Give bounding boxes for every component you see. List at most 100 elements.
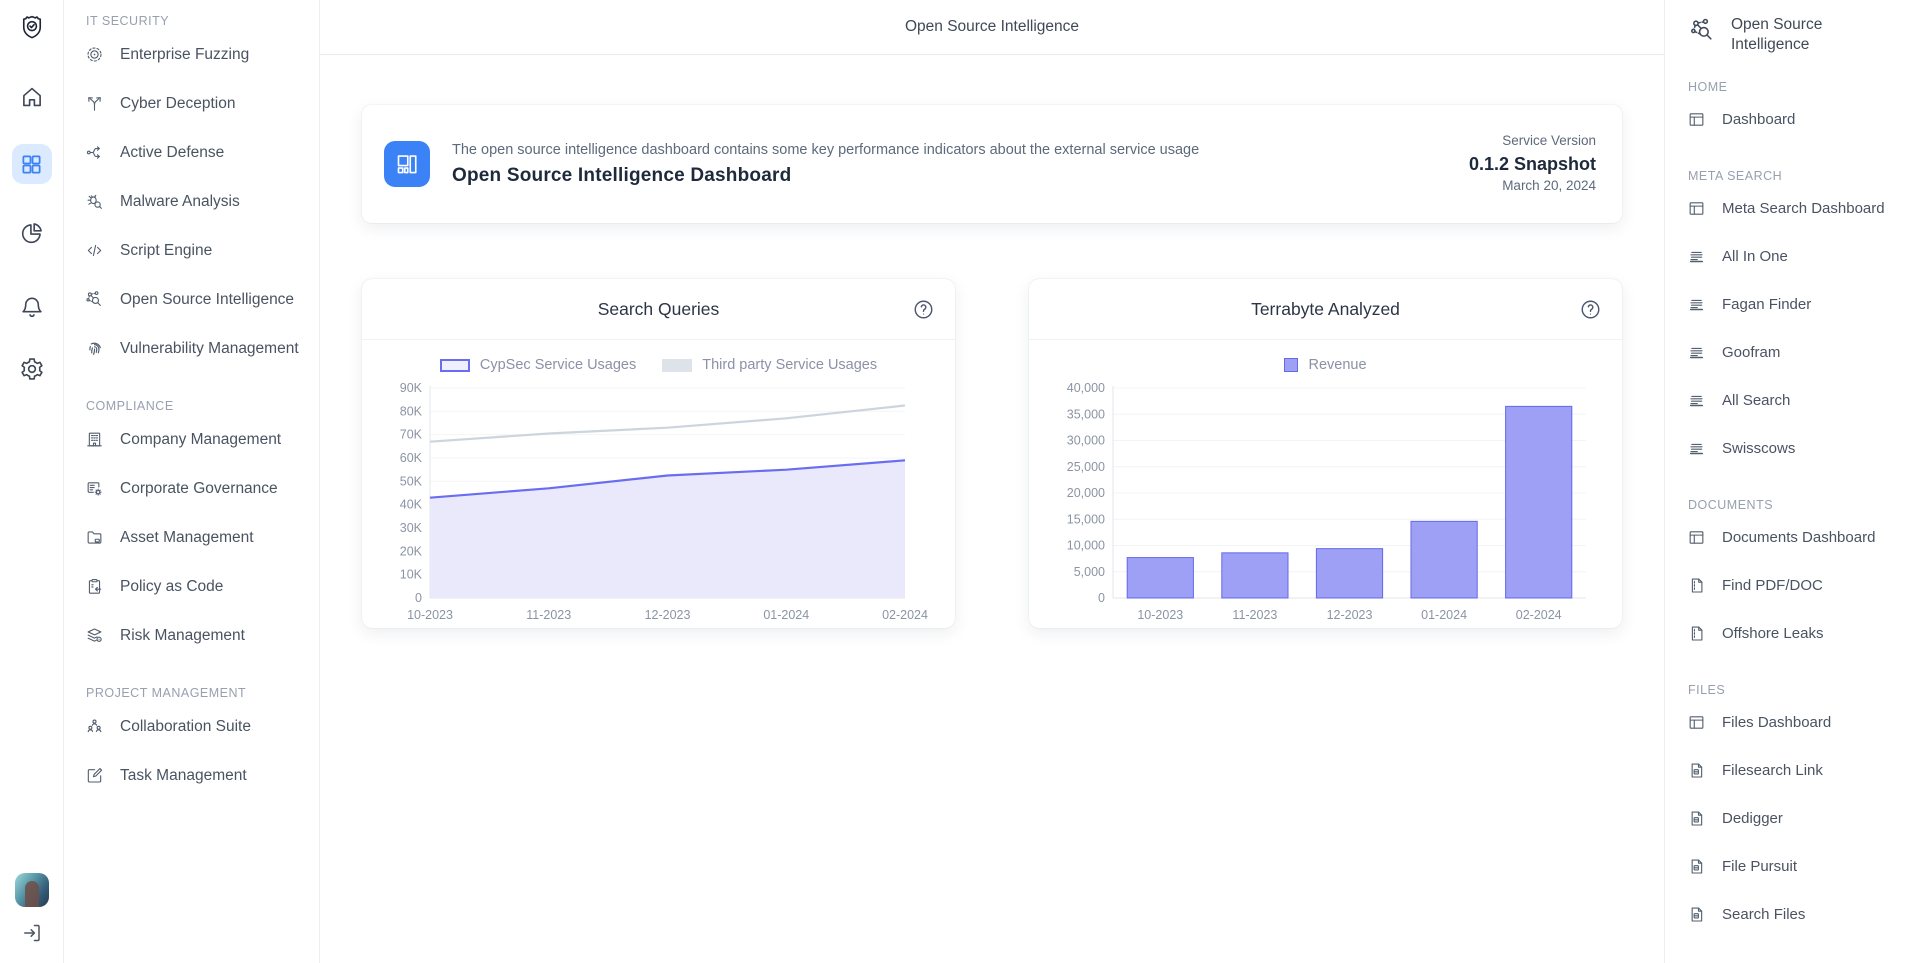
svg-text:80K: 80K	[400, 404, 423, 418]
svg-text:50K: 50K	[400, 474, 423, 488]
home-icon[interactable]	[19, 84, 45, 110]
dashboard-icon	[1687, 199, 1706, 218]
section-label: META SEARCH	[1688, 168, 1783, 183]
svg-text:11-2023: 11-2023	[1232, 608, 1277, 622]
svg-text:02-2024: 02-2024	[1516, 608, 1562, 622]
sidebar-item-open-source-intelligence[interactable]: Open Source Intelligence	[85, 275, 303, 324]
section-label: DOCUMENTS	[1688, 497, 1774, 512]
list-gear-icon	[85, 479, 104, 498]
edit-icon	[85, 766, 104, 785]
sidebar-item-goofram[interactable]: Goofram	[1687, 329, 1908, 377]
search-queries-card: Search Queries CypSec Service Usages Thir…	[362, 279, 955, 628]
help-icon[interactable]	[912, 298, 935, 321]
dashboard-icon	[1687, 713, 1706, 732]
svg-text:12-2023: 12-2023	[645, 608, 691, 622]
sidebar-item-collaboration-suite[interactable]: Collaboration Suite	[85, 702, 303, 751]
sidebar-item-meta-search-dashboard[interactable]: Meta Search Dashboard	[1687, 185, 1908, 233]
sidebar-item-all-search[interactable]: All Search	[1687, 377, 1908, 425]
sidebar-item-label: Offshore Leaks	[1722, 625, 1824, 643]
section-meta-search: META SEARCH Meta Search Dashboard All In O…	[1687, 169, 1908, 473]
svg-text:40,000: 40,000	[1067, 382, 1105, 395]
sidebar-item-search-files[interactable]: Search Files	[1687, 891, 1908, 939]
charts-row: Search Queries CypSec Service Usages Thir…	[362, 279, 1622, 628]
sidebar-item-corporate-governance[interactable]: Corporate Governance	[85, 464, 303, 513]
sidebar-item-enterprise-fuzzing[interactable]: Enterprise Fuzzing	[85, 30, 303, 79]
sidebar-item-label: Corporate Governance	[120, 479, 278, 497]
sidebar-item-company-management[interactable]: Company Management	[85, 415, 303, 464]
sidebar-item-documents-dashboard[interactable]: Documents Dashboard	[1687, 514, 1908, 562]
sidebar-item-risk-management[interactable]: Risk Management	[85, 611, 303, 660]
legend-item-cypsec-service-usages[interactable]: CypSec Service Usages	[439, 357, 636, 373]
section-label: COMPLIANCE	[86, 399, 174, 413]
sidebar-item-policy-as-code[interactable]: Policy as Code	[85, 562, 303, 611]
terrabyte-analyzed-chart: 0 5,000 10,000 15,000 20,000 25,000 30,000 35,0…	[1053, 381, 1598, 633]
svg-text:90K: 90K	[400, 382, 423, 395]
flow-arrows-icon	[85, 143, 104, 162]
section-project-management: PROJECT MANAGEMENT Collaboration Suite Tas…	[85, 686, 303, 800]
legend-item-revenue[interactable]: Revenue	[1284, 357, 1367, 373]
sidebar-item-dedigger[interactable]: Dedigger	[1687, 795, 1908, 843]
grid-icon[interactable]	[11, 144, 52, 184]
user-avatar[interactable]	[14, 873, 49, 907]
sidebar-item-asset-management[interactable]: Asset Management	[85, 513, 303, 562]
gear-icon[interactable]	[19, 356, 45, 382]
logo-shield-icon	[19, 14, 45, 40]
svg-text:15,000: 15,000	[1067, 512, 1105, 526]
sidebar-item-filesearch-link[interactable]: Filesearch Link	[1687, 747, 1908, 795]
bell-icon[interactable]	[19, 294, 45, 320]
svg-text:35,000: 35,000	[1067, 407, 1105, 421]
sidebar-item-swisscows[interactable]: Swisscows	[1687, 425, 1908, 473]
help-icon[interactable]	[1579, 298, 1602, 321]
sidebar-item-dashboard[interactable]: Dashboard	[1687, 96, 1908, 144]
main-area: Open Source Intelligence The open source…	[320, 0, 1664, 963]
service-version-value: 0.1.2 Snapshot	[1468, 153, 1596, 174]
sidebar-item-label: Dashboard	[1722, 111, 1796, 129]
sidebar-item-offshore-leaks[interactable]: Offshore Leaks	[1687, 610, 1908, 658]
section-label: IT SECURITY	[86, 14, 170, 28]
sidebar-item-files-dashboard[interactable]: Files Dashboard	[1687, 699, 1908, 747]
right-sidebar: Open Source Intelligence HOME Dashboard ME…	[1664, 0, 1920, 963]
legend-item-third-party-service-usages[interactable]: Third party Service Usages	[662, 357, 877, 373]
file-search-icon	[1687, 857, 1706, 876]
svg-text:20K: 20K	[400, 544, 423, 558]
sidebar-item-label: File Pursuit	[1722, 858, 1798, 876]
svg-text:60K: 60K	[400, 451, 423, 465]
list-icon	[1687, 295, 1706, 314]
sidebar-item-active-defense[interactable]: Active Defense	[85, 128, 303, 177]
sidebar-item-malware-analysis[interactable]: Malware Analysis	[85, 177, 303, 226]
file-search-icon	[1687, 905, 1706, 924]
sidebar-item-label: Company Management	[120, 430, 282, 448]
svg-text:10-2023: 10-2023	[1137, 608, 1183, 622]
sidebar-item-label: Enterprise Fuzzing	[120, 45, 250, 63]
sidebar-item-fagan-finder[interactable]: Fagan Finder	[1687, 281, 1908, 329]
section-compliance: COMPLIANCE Company Management Corporate Go…	[85, 399, 303, 660]
sidebar-item-label: Dedigger	[1722, 810, 1783, 828]
main-header: Open Source Intelligence	[320, 0, 1664, 55]
sidebar-item-cyber-deception[interactable]: Cyber Deception	[85, 79, 303, 128]
service-version-label: Service Version	[1502, 132, 1596, 148]
fingerprint-icon	[85, 339, 104, 358]
file-search-icon	[1687, 761, 1706, 780]
sidebar-item-task-management[interactable]: Task Management	[85, 751, 303, 800]
section-label: PROJECT MANAGEMENT	[86, 686, 247, 700]
sidebar-item-find-pdf-doc[interactable]: Find PDF/DOC	[1687, 562, 1908, 610]
sidebar-item-all-in-one[interactable]: All In One	[1687, 233, 1908, 281]
sidebar-item-label: Files Dashboard	[1722, 714, 1832, 732]
sidebar-item-label: Asset Management	[120, 528, 254, 546]
sidebar-item-label: All In One	[1722, 248, 1788, 266]
chart-legend: CypSec Service Usages Third party Service…	[427, 354, 890, 376]
legend-label: Revenue	[1308, 357, 1367, 373]
sidebar-item-label: Active Defense	[120, 143, 225, 161]
sidebar-item-vulnerability-management[interactable]: Vulnerability Management	[85, 324, 303, 373]
pie-chart-icon[interactable]	[19, 220, 45, 246]
building-icon	[85, 430, 104, 449]
sidebar-item-label: Collaboration Suite	[120, 717, 251, 735]
chart-legend: Revenue	[1271, 354, 1379, 376]
sidebar-item-script-engine[interactable]: Script Engine	[85, 226, 303, 275]
sidebar-item-file-pursuit[interactable]: File Pursuit	[1687, 843, 1908, 891]
svg-text:10-2023: 10-2023	[407, 608, 453, 622]
code-icon	[85, 241, 104, 260]
logout-icon[interactable]	[20, 921, 44, 945]
network-search-icon	[1689, 17, 1716, 44]
svg-text:5,000: 5,000	[1074, 565, 1105, 579]
